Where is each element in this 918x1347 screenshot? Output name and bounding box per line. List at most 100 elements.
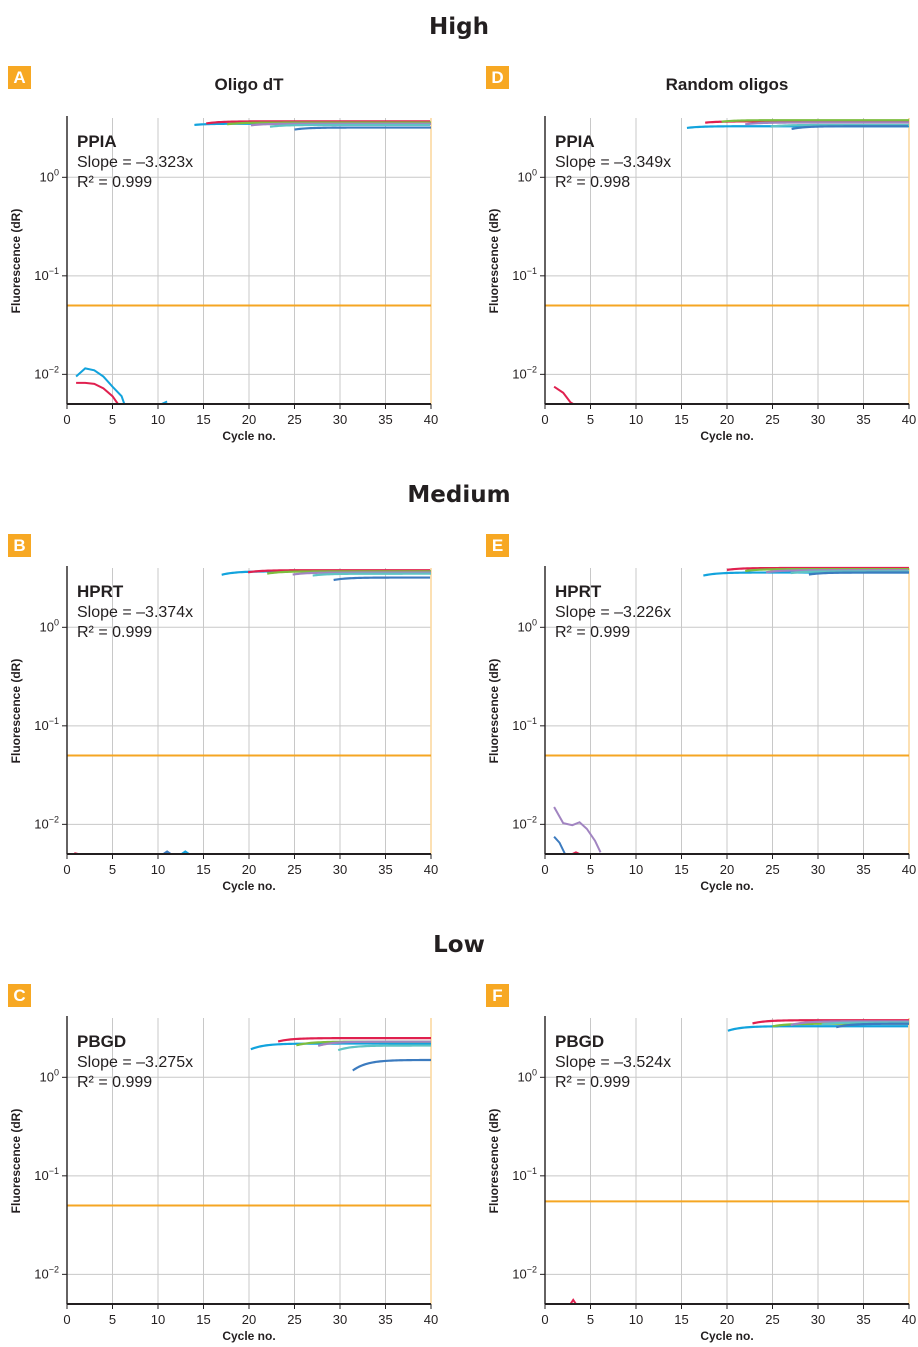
x-tick-label: 40 [424, 862, 438, 877]
gridlines [67, 118, 431, 404]
x-tick-label: 0 [63, 1312, 70, 1327]
r-squared-text: R² = 0.999 [77, 1074, 152, 1091]
y-tick-label: 10−1 [34, 716, 59, 733]
amplification-curve-3 [227, 121, 431, 126]
y-axis-title: Fluorescence (dR) [487, 1109, 501, 1214]
gene-name: PPIA [77, 132, 117, 151]
amplification-curve-5 [770, 123, 909, 128]
amplification-curve-5 [337, 1044, 431, 1052]
y-axis-title: Fluorescence (dR) [487, 659, 501, 764]
x-tick-label: 40 [902, 862, 916, 877]
x-tick-label: 0 [541, 1312, 548, 1327]
x-tick-label: 40 [424, 412, 438, 427]
r-squared-text: R² = 0.999 [555, 1074, 630, 1091]
x-tick-label: 20 [242, 412, 256, 427]
column-title-oligo-dt: Oligo dT [214, 75, 284, 94]
gene-name: HPRT [555, 582, 602, 601]
amplification-curve-4 [292, 571, 431, 576]
amplification-curve-3 [745, 567, 909, 573]
y-tick-label: 100 [518, 1067, 537, 1084]
y-tick-label: 10−2 [34, 814, 59, 831]
x-tick-label: 10 [151, 1312, 165, 1327]
gene-name: HPRT [77, 582, 124, 601]
section-title-medium: Medium [407, 482, 511, 508]
baseline-noise-trace [553, 385, 574, 405]
chart-panel-a: 0 5 10 15 20 25 30 35 40 10−2 10−1 100 Cycle no. Fluo… [9, 116, 438, 443]
x-tick-label: 20 [242, 1312, 256, 1327]
x-tick-label: 10 [629, 1312, 643, 1327]
amplification-curve-4 [745, 121, 909, 126]
x-tick-label: 35 [856, 862, 870, 877]
amplification-curve-1 [250, 1042, 431, 1051]
x-axis-title: Cycle no. [222, 429, 275, 443]
amplification-curve-4 [790, 1020, 909, 1027]
gridlines [67, 568, 431, 854]
x-axis-title: Cycle no. [700, 879, 753, 893]
gridlines [545, 1018, 909, 1304]
x-tick-label: 0 [63, 862, 70, 877]
y-tick-label: 10−2 [512, 814, 537, 831]
amplification-curve-5 [790, 570, 909, 575]
baseline-noise-trace [553, 806, 602, 853]
x-tick-label: 30 [811, 862, 825, 877]
amplification-curve-5 [312, 572, 431, 577]
slope-text: Slope = –3.374x [77, 604, 193, 621]
baseline-noise-trace [553, 835, 566, 855]
y-tick-label: 10−1 [512, 716, 537, 733]
y-tick-label: 10−1 [512, 1166, 537, 1183]
x-tick-label: 5 [587, 1312, 594, 1327]
x-tick-label: 40 [424, 1312, 438, 1327]
panel-label-c: C [8, 984, 31, 1007]
y-tick-label: 10−1 [512, 266, 537, 283]
section-title-low: Low [433, 932, 485, 958]
x-tick-label: 20 [242, 862, 256, 877]
x-tick-label: 35 [378, 1312, 392, 1327]
x-tick-label: 35 [378, 412, 392, 427]
y-tick-label: 10−2 [512, 364, 537, 381]
x-tick-label: 0 [541, 412, 548, 427]
column-title-random-oligos: Random oligos [665, 75, 789, 94]
x-tick-label: 25 [287, 1312, 301, 1327]
amplification-curve-6 [333, 576, 431, 582]
r-squared-text: R² = 0.999 [77, 174, 152, 191]
amplification-curve-4 [765, 569, 909, 574]
y-axis-title: Fluorescence (dR) [9, 659, 23, 764]
amplification-curve-5 [821, 1021, 909, 1026]
amplification-curve-3 [721, 119, 909, 123]
amplification-curve-5 [269, 123, 431, 128]
x-tick-label: 15 [674, 862, 688, 877]
chart-panel-b: 0 5 10 15 20 25 30 35 40 10−2 10−1 100 Cycle no. Fluo… [9, 566, 438, 893]
r-squared-text: R² = 0.999 [77, 624, 152, 641]
chart-panel-d: 0 5 10 15 20 25 30 35 40 10−2 10−1 100 Cycle no. Fluo… [487, 116, 916, 443]
y-tick-label: 10−2 [34, 1264, 59, 1281]
amplification-curve-1 [727, 1025, 909, 1032]
x-tick-label: 30 [811, 412, 825, 427]
gridlines [67, 1018, 431, 1304]
r-squared-text: R² = 0.998 [555, 174, 630, 191]
x-tick-label: 35 [378, 862, 392, 877]
y-tick-label: 100 [40, 1067, 59, 1084]
chart-panel-e: 0 5 10 15 20 25 30 35 40 10−2 10−1 100 Cycle no. Fluo… [487, 566, 916, 893]
x-tick-label: 5 [109, 862, 116, 877]
x-tick-label: 15 [196, 862, 210, 877]
x-tick-label: 15 [674, 1312, 688, 1327]
x-tick-label: 25 [287, 862, 301, 877]
slope-text: Slope = –3.323x [77, 154, 193, 171]
gene-name: PBGD [555, 1032, 604, 1051]
x-tick-label: 0 [63, 412, 70, 427]
chart-panel-c: 0 5 10 15 20 25 30 35 40 10−2 10−1 100 Cycle no. Fluo… [9, 1016, 438, 1343]
x-tick-label: 10 [151, 412, 165, 427]
x-tick-label: 5 [587, 412, 594, 427]
x-tick-label: 0 [541, 862, 548, 877]
x-tick-label: 40 [902, 412, 916, 427]
x-axis-title: Cycle no. [700, 1329, 753, 1343]
amplification-curve-3 [267, 570, 431, 575]
x-tick-label: 25 [765, 412, 779, 427]
x-tick-label: 15 [196, 1312, 210, 1327]
x-axis-title: Cycle no. [700, 429, 753, 443]
amplification-curve-4 [317, 1040, 431, 1047]
gene-name: PPIA [555, 132, 595, 151]
y-axis-title: Fluorescence (dR) [9, 1109, 23, 1214]
panel-label-b: B [8, 534, 31, 557]
r-squared-text: R² = 0.999 [555, 624, 630, 641]
